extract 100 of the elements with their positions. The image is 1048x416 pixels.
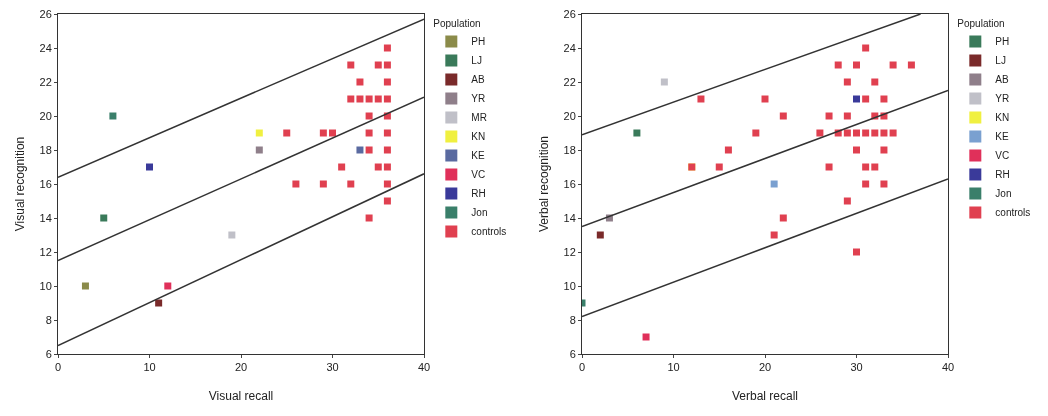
point xyxy=(862,180,870,188)
point xyxy=(862,163,870,171)
legend-label: MR xyxy=(471,112,487,124)
legend-label: KE xyxy=(471,150,485,162)
point xyxy=(871,163,879,171)
point xyxy=(825,112,833,120)
x-tick-label: 10 xyxy=(143,361,156,374)
y-tick-label: 14 xyxy=(39,211,52,224)
y-tick-label: 8 xyxy=(569,313,576,326)
point xyxy=(164,282,172,290)
point xyxy=(779,214,787,222)
legend-label: LJ xyxy=(471,55,482,67)
point xyxy=(660,78,668,86)
point xyxy=(843,112,851,120)
point xyxy=(752,129,760,137)
y-tick-label: 16 xyxy=(563,177,576,190)
point xyxy=(825,163,833,171)
point xyxy=(383,180,391,188)
point xyxy=(383,44,391,52)
point xyxy=(853,146,860,154)
point xyxy=(853,61,860,69)
legend-label: AB xyxy=(995,74,1009,86)
point xyxy=(843,197,851,205)
point xyxy=(155,299,163,307)
point xyxy=(853,129,860,137)
point xyxy=(853,248,860,256)
point xyxy=(871,129,879,137)
y-tick-label: 12 xyxy=(563,245,576,258)
y-tick-label: 10 xyxy=(563,279,576,292)
x-tick-label: 20 xyxy=(758,361,772,374)
x-tick-label: 30 xyxy=(850,361,863,374)
point xyxy=(907,61,915,69)
y-tick-label: 20 xyxy=(39,109,52,122)
legend-label: VC xyxy=(995,150,1010,162)
x-tick-label: 40 xyxy=(941,361,955,374)
legend-label: KN xyxy=(471,131,486,143)
point xyxy=(347,180,355,188)
legend-label: Jon xyxy=(471,207,488,219)
legend-label: KE xyxy=(995,131,1009,143)
point xyxy=(834,61,842,69)
point xyxy=(633,129,641,137)
legend-label: controls xyxy=(471,226,507,238)
point xyxy=(889,61,897,69)
point xyxy=(365,112,373,120)
point xyxy=(100,214,108,222)
point xyxy=(843,129,851,137)
point xyxy=(383,129,391,137)
x-tick-label: 10 xyxy=(667,361,680,374)
legend-title: Population xyxy=(433,18,481,29)
x-tick-label: 0 xyxy=(578,361,586,374)
point xyxy=(770,180,778,188)
point xyxy=(374,95,382,103)
point xyxy=(255,146,263,154)
point xyxy=(338,163,346,171)
legend-label: YR xyxy=(995,93,1010,105)
y-axis-title: Verbal recognition xyxy=(537,135,551,233)
x-tick-label: 20 xyxy=(234,361,248,374)
y-axis-title: Visual recognition xyxy=(13,136,27,232)
point xyxy=(843,78,851,86)
point xyxy=(383,197,391,205)
point xyxy=(880,146,888,154)
legend-label: YR xyxy=(471,93,486,105)
point xyxy=(862,129,870,137)
legend-label: RH xyxy=(995,169,1010,181)
point xyxy=(356,95,364,103)
y-tick-label: 24 xyxy=(39,41,52,54)
legend-label: Jon xyxy=(995,188,1012,200)
point xyxy=(109,112,117,120)
point xyxy=(383,95,391,103)
point xyxy=(365,129,373,137)
point xyxy=(862,44,870,52)
point xyxy=(228,231,236,239)
point xyxy=(374,61,382,69)
point xyxy=(383,146,391,154)
point xyxy=(81,282,89,290)
point xyxy=(365,146,373,154)
x-tick-label: 30 xyxy=(326,361,339,374)
point xyxy=(889,129,897,137)
legend-label: LJ xyxy=(995,55,1006,67)
y-tick-label: 10 xyxy=(39,279,52,292)
legend-label: KN xyxy=(995,112,1010,124)
point xyxy=(880,180,888,188)
point xyxy=(880,129,888,137)
x-tick-label: 40 xyxy=(417,361,431,374)
point xyxy=(596,231,604,239)
point xyxy=(383,61,391,69)
point xyxy=(347,95,355,103)
y-tick-label: 6 xyxy=(569,347,576,360)
point xyxy=(816,129,824,137)
point xyxy=(862,95,870,103)
y-tick-label: 26 xyxy=(563,7,576,20)
y-tick-label: 8 xyxy=(45,313,52,326)
y-tick-label: 24 xyxy=(563,41,576,54)
point xyxy=(697,95,705,103)
point xyxy=(319,180,327,188)
x-axis-title: Visual recall xyxy=(208,389,274,403)
legend-label: controls xyxy=(995,207,1031,219)
y-tick-label: 14 xyxy=(563,211,576,224)
y-tick-label: 16 xyxy=(39,177,52,190)
point xyxy=(715,163,723,171)
